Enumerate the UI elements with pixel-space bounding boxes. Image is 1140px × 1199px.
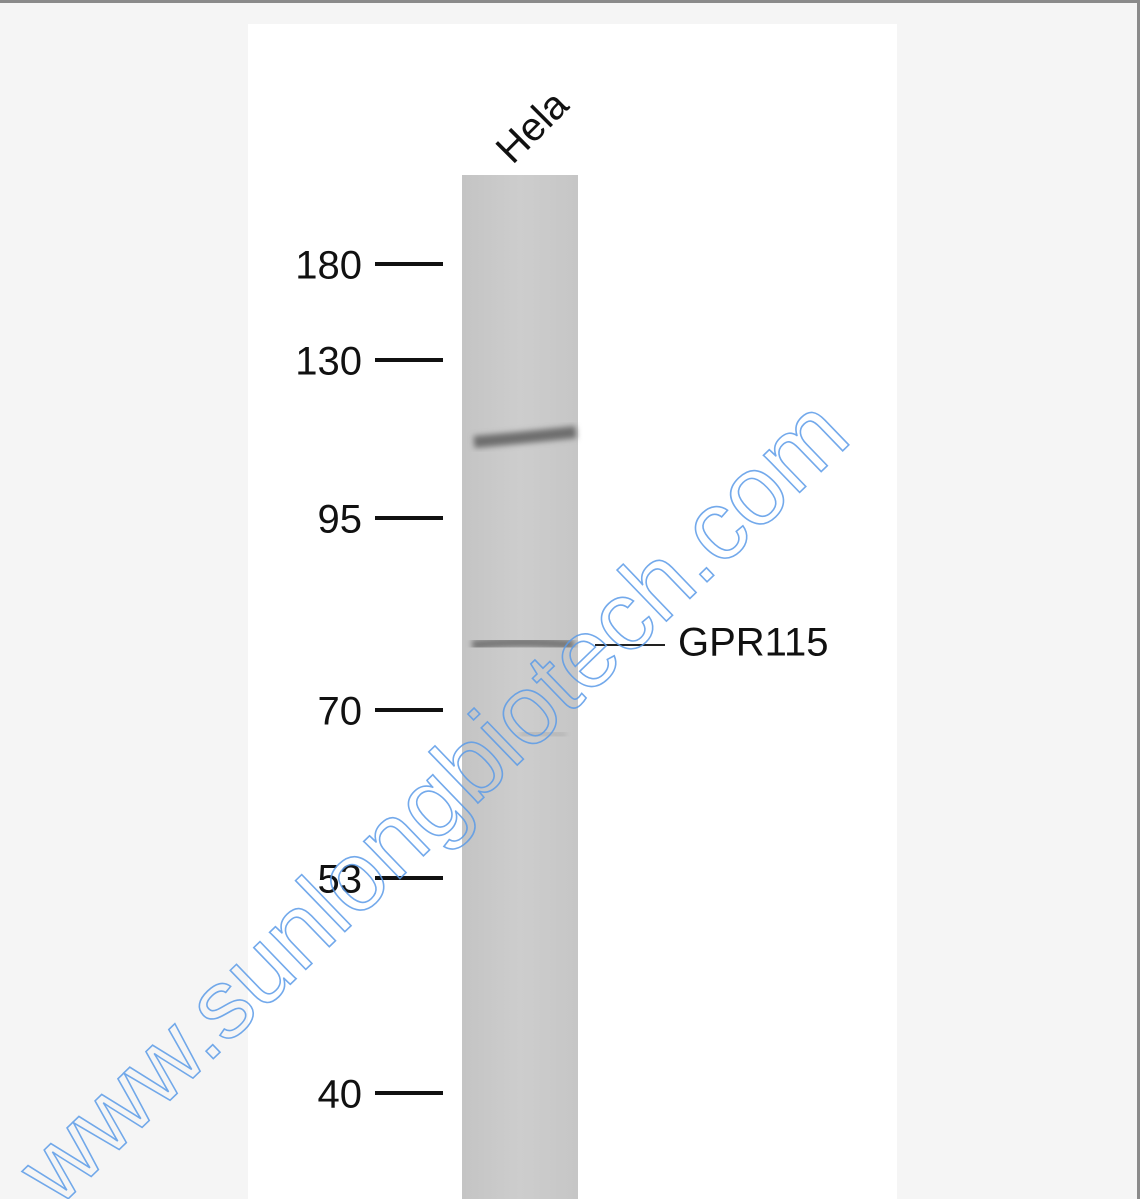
- marker-label: 130: [295, 340, 362, 384]
- figure: Hela 18013095705340 GPR115 www.sunlongbi…: [0, 0, 1140, 1199]
- marker-label: 40: [318, 1073, 363, 1117]
- marker-label: 95: [318, 498, 363, 542]
- marker-label: 180: [295, 244, 362, 288]
- marker-label: 70: [318, 690, 363, 734]
- band-label: GPR115: [678, 621, 828, 665]
